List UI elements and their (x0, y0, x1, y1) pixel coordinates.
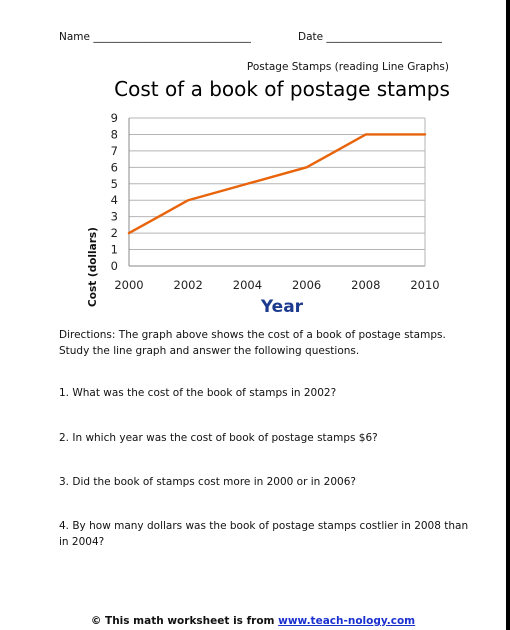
x-tick-label: 2004 (233, 278, 262, 292)
y-tick-label: 9 (111, 111, 118, 125)
y-tick-label: 8 (111, 127, 118, 141)
x-tick-label: 2002 (174, 278, 203, 292)
x-tick-label: 2006 (292, 278, 321, 292)
data-point (424, 133, 426, 136)
y-tick-label: 5 (111, 177, 118, 191)
footer-link[interactable]: www.teach-nology.com (278, 615, 416, 627)
y-tick-label: 3 (111, 210, 118, 224)
x-tick-label: 2008 (351, 278, 380, 292)
x-axis-label: Year (260, 297, 304, 317)
chart-title: Cost of a book of postage stamps (114, 77, 450, 101)
chart-grid (128, 117, 426, 267)
question-1: 1. What was the cost of the book of stam… (59, 387, 337, 399)
question-2: 2. In which year was the cost of book of… (59, 432, 378, 444)
y-tick-label: 1 (111, 243, 118, 257)
date-field: Date ______________________ (298, 31, 442, 43)
data-point (394, 133, 396, 136)
y-axis-ticks: 0 1 2 3 4 5 6 7 8 9 (111, 111, 118, 273)
data-point (306, 166, 308, 168)
y-tick-label: 2 (111, 226, 118, 240)
data-point (335, 150, 337, 152)
x-axis-ticks: 2000 2002 2004 2006 2008 2010 (114, 278, 439, 292)
data-point (187, 199, 189, 201)
data-point (217, 191, 219, 193)
question-4: 4. By how many dollars was the book of p… (59, 520, 469, 548)
data-point (276, 174, 278, 177)
footer-credit: © This math worksheet is from www.teach-… (0, 615, 506, 627)
data-point (246, 183, 248, 185)
y-tick-label: 7 (111, 144, 118, 158)
question-3: 3. Did the book of stamps cost more in 2… (59, 476, 356, 488)
chart-series (127, 133, 427, 235)
y-tick-label: 6 (111, 160, 118, 174)
x-tick-label: 2000 (114, 278, 143, 292)
data-point (128, 232, 130, 234)
footer-text: © This math worksheet is from (90, 615, 279, 627)
worksheet-subtitle: Postage Stamps (reading Line Graphs) (246, 61, 449, 73)
directions-text: Directions: The graph above shows the co… (59, 329, 446, 357)
data-point (365, 133, 367, 136)
y-tick-label: 0 (111, 259, 118, 273)
y-axis-label: Cost (dollars) (87, 227, 99, 307)
line-chart: Cost of a book of postage stamps 0 1 2 3 4 5 6… (87, 77, 450, 317)
name-field: Name ______________________________ (59, 31, 251, 43)
x-tick-label: 2010 (410, 278, 439, 292)
y-tick-label: 4 (111, 193, 118, 207)
data-point (158, 216, 160, 218)
